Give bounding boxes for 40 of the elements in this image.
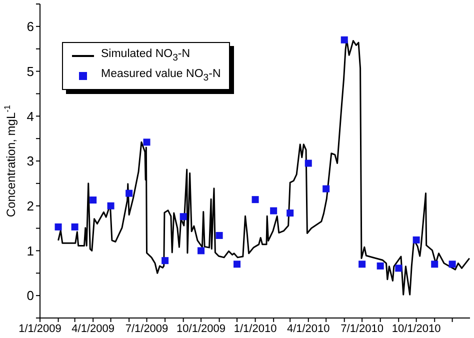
point: [252, 196, 259, 204]
y-tick-label: 2: [26, 198, 34, 214]
x-tick-label: 10/1/2009: [176, 322, 226, 335]
point: [126, 190, 133, 197]
point: [431, 260, 438, 268]
point: [286, 210, 294, 217]
legend-label: Simulated NO$_{3}$-N: [101, 48, 190, 64]
point: [358, 260, 366, 268]
x-tick-label: 4/1/2009: [72, 322, 114, 335]
point: [107, 202, 114, 210]
point: [216, 232, 223, 239]
point: [376, 262, 384, 270]
point: [395, 264, 402, 272]
point: [198, 247, 205, 254]
y-tick-label: 0: [26, 288, 34, 304]
point: [340, 36, 348, 44]
point: [270, 207, 278, 214]
point: [304, 160, 312, 167]
point: [180, 213, 187, 220]
point: [143, 138, 150, 146]
y-tick-label: 3: [26, 154, 34, 169]
point: [71, 223, 78, 230]
point: [322, 185, 330, 192]
x-tick-label: 7/1/2010: [340, 322, 384, 335]
x-tick-label: 1/1/2009: [18, 322, 62, 335]
point: [90, 196, 97, 204]
x-tick-label: 4/1/2010: [286, 322, 330, 335]
x-tick-label: 1/1/2010: [234, 322, 277, 335]
y-tick-label: 6: [26, 19, 34, 34]
y-tick-label: 5: [26, 64, 34, 79]
point: [162, 257, 169, 264]
point: [234, 260, 241, 268]
y-tick-label: 4: [26, 108, 34, 124]
y-tick-label: 1: [26, 243, 34, 258]
point: [448, 260, 456, 268]
point: [54, 223, 62, 230]
x-tick-label: 10/1/2010: [392, 322, 441, 335]
x-tick-label: 7/1/2009: [125, 322, 168, 335]
legend-label: Measured value NO$_{3}$-N: [101, 68, 221, 84]
point: [412, 236, 420, 244]
